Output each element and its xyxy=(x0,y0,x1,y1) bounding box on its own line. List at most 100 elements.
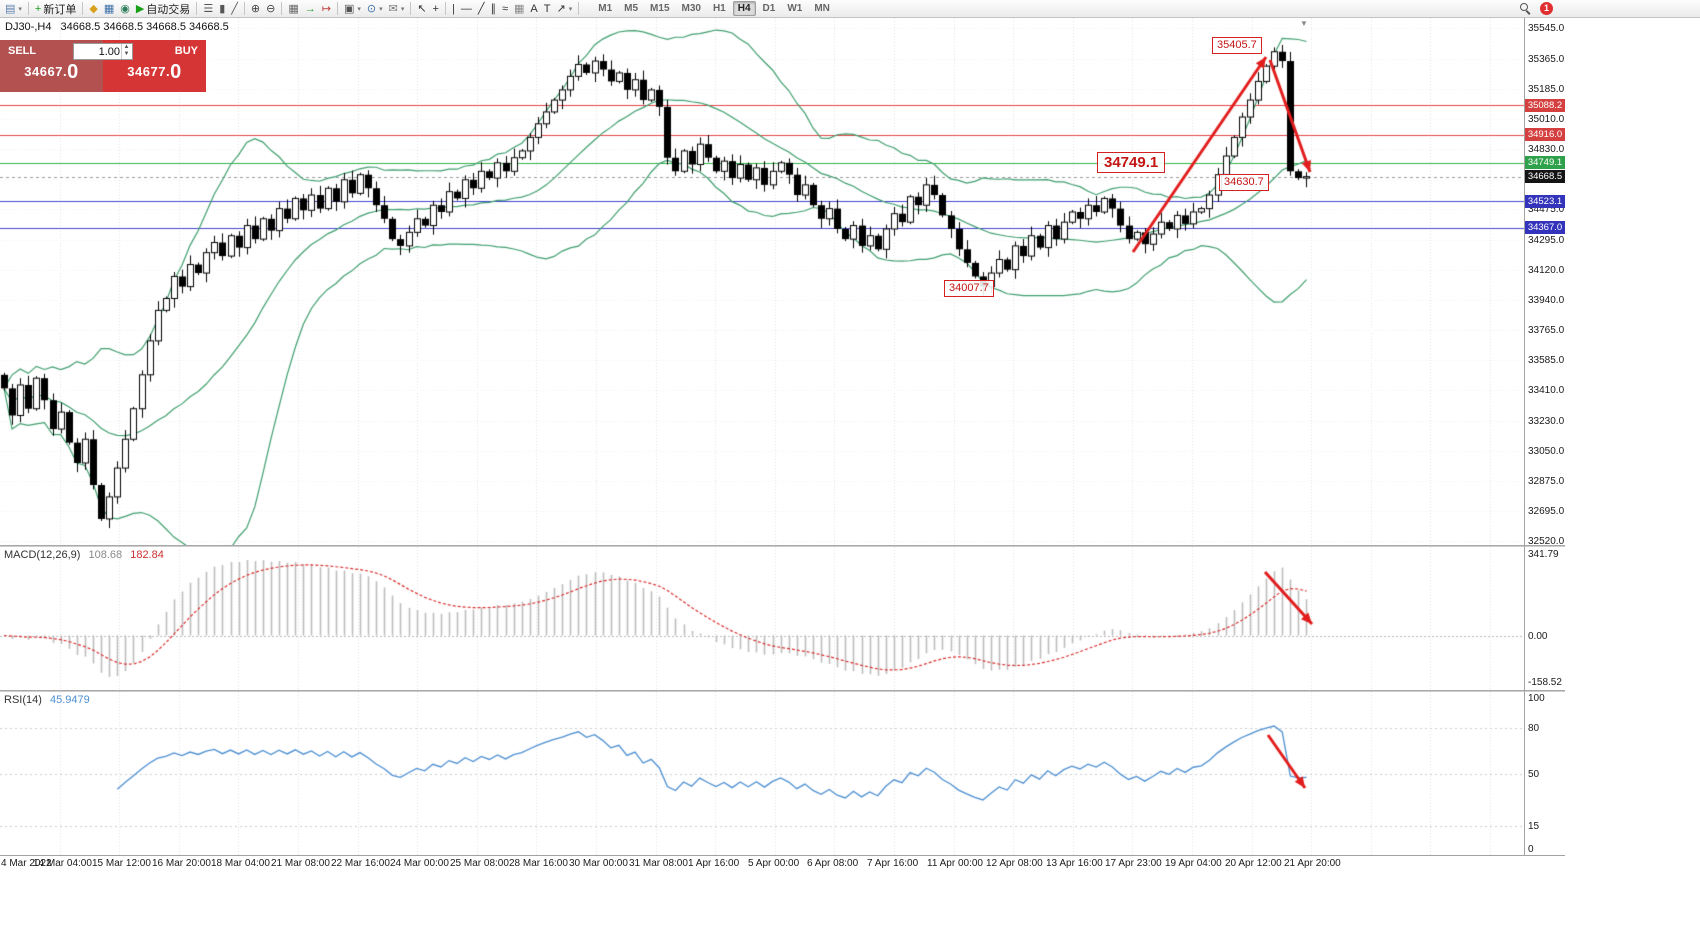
grid-icon[interactable]: ▦ xyxy=(511,1,527,17)
timeframe-H1[interactable]: H1 xyxy=(712,3,726,14)
time-axis-label: 7 Apr 16:00 xyxy=(867,858,919,869)
rsi-name: RSI(14) xyxy=(4,694,42,706)
time-axis-label: 20 Apr 12:00 xyxy=(1225,858,1282,869)
timeframe-buttons: M1 M5 M15 M30 H1 H4 D1 W1 MN xyxy=(592,0,836,18)
toolbar-buttons: ▤ ▾ + 新订单 ◆ ▦ ◉ ▶ 自动交易 ☰ ▮ ╱ ⊕ ⊖ ▦ → ↦ ▣ ▾ ⊙ ▾ ✉ ▾ ↖ + | — ╱ ∥ ≈ ▦ A T ↗ ▾ xyxy=(2,0,582,18)
template-icon[interactable]: ✉ ▾ xyxy=(386,1,408,17)
pane-splitter-macd[interactable] xyxy=(0,545,1565,547)
macd-indicator-canvas[interactable] xyxy=(0,547,1524,690)
dropdown-caret-icon[interactable]: ▾ xyxy=(18,5,22,13)
fibonacci-icon[interactable]: ≈ xyxy=(499,1,511,17)
horizontal-line-icon[interactable]: — xyxy=(458,1,475,17)
timeframe-M1[interactable]: M1 xyxy=(598,3,613,14)
auto-scroll-icon[interactable]: → xyxy=(302,1,319,17)
search-icon[interactable] xyxy=(1520,3,1532,15)
time-axis-label: 21 Apr 20:00 xyxy=(1284,858,1341,869)
volume-input[interactable]: 1.00 ▲ ▼ xyxy=(73,43,133,60)
autotrade-button[interactable]: ▶ 自动交易 xyxy=(133,1,193,17)
new-order-button: + xyxy=(34,2,42,15)
timeframe-H4[interactable]: H4 xyxy=(732,1,756,16)
macd-main-value: 108.68 xyxy=(88,549,123,561)
label-icon[interactable]: T xyxy=(541,1,554,17)
tile-windows-icon[interactable]: ▦ xyxy=(285,1,301,17)
price-scale-label: 35545.0 xyxy=(1528,23,1565,34)
chart-window-icon[interactable]: ▤ ▾ xyxy=(2,1,25,17)
new-order-button[interactable]: + 新订单 xyxy=(32,1,79,17)
text-icon[interactable]: A xyxy=(527,1,540,17)
timeframe-M5[interactable]: M5 xyxy=(624,3,639,14)
chart-shift-marker[interactable]: ▼ xyxy=(1300,19,1308,28)
price-scale-label: 35010.0 xyxy=(1528,113,1565,125)
horizontal-line-icon: — xyxy=(460,2,472,15)
cursor-icon[interactable]: ↖ xyxy=(414,1,429,17)
annotation-swing-low[interactable]: 34007.7 xyxy=(944,280,994,297)
navigator-icon[interactable]: ◉ xyxy=(117,1,133,17)
zoom-in-icon[interactable]: ⊕ xyxy=(248,1,263,17)
period-icon[interactable]: ⊙ ▾ xyxy=(364,1,386,17)
dropdown-caret-icon[interactable]: ▾ xyxy=(357,5,361,13)
crosshair-icon[interactable]: + xyxy=(430,1,442,17)
arrows-icon[interactable]: ↗ ▾ xyxy=(554,1,576,17)
price-scale-label: 32695.0 xyxy=(1528,506,1565,518)
dropdown-caret-icon[interactable]: ▾ xyxy=(400,5,405,13)
zoom-out-icon[interactable]: ⊖ xyxy=(263,1,278,17)
timeframe-D1[interactable]: D1 xyxy=(762,3,776,14)
rsi-value: 45.9479 xyxy=(49,694,90,706)
bar-chart-icon[interactable]: ☰ xyxy=(200,1,216,17)
pane-splitter-rsi[interactable] xyxy=(0,690,1565,692)
vertical-line-icon[interactable]: | xyxy=(449,1,458,17)
rsi-indicator-canvas[interactable] xyxy=(0,692,1524,855)
channel-icon: ∥ xyxy=(490,2,496,15)
volume-spinner[interactable]: ▲ ▼ xyxy=(121,44,131,59)
rsi-scale-label: 100 xyxy=(1528,693,1545,704)
new-chart-icon[interactable]: ▣ ▾ xyxy=(341,1,364,17)
price-axis-border xyxy=(1524,18,1525,855)
time-axis-label: 22 Mar 16:00 xyxy=(331,858,390,869)
rsi-scale-label: 50 xyxy=(1528,768,1540,780)
price-tag-blue: 34523.1 xyxy=(1525,194,1565,208)
toolbar: ▤ ▾ + 新订单 ◆ ▦ ◉ ▶ 自动交易 ☰ ▮ ╱ ⊕ ⊖ ▦ → ↦ ▣ ▾ ⊙ ▾ ✉ ▾ ↖ + | — ╱ ∥ ≈ ▦ A T ↗ ▾… xyxy=(0,0,1700,18)
line-chart-icon: ╱ xyxy=(231,2,238,15)
price-scale-label: 34475.0 xyxy=(1528,204,1565,216)
dropdown-caret-icon[interactable]: ▾ xyxy=(379,5,383,13)
channel-icon[interactable]: ∥ xyxy=(487,1,499,17)
time-axis-label: 11 Apr 00:00 xyxy=(927,858,983,869)
favorites-icon[interactable]: ◆ xyxy=(86,1,100,17)
toolbar-separator xyxy=(27,2,29,15)
time-axis-label: 14 Mar 04:00 xyxy=(33,858,92,869)
timeframe-M30[interactable]: M30 xyxy=(681,3,701,14)
macd-scale-top: 341.79 xyxy=(1528,549,1559,560)
time-axis-label: 13 Apr 16:00 xyxy=(1046,858,1103,869)
timeframe-M15[interactable]: M15 xyxy=(650,3,670,14)
trendline-icon[interactable]: ╱ xyxy=(475,1,488,17)
market-watch-icon: ▦ xyxy=(103,2,115,15)
candlestick-chart-icon[interactable]: ▮ xyxy=(216,1,228,17)
chart-shift-icon[interactable]: ↦ xyxy=(319,1,334,17)
sell-price: 34667.0 xyxy=(24,61,79,83)
buy-label: BUY xyxy=(174,45,198,57)
price-scale-label: 33050.0 xyxy=(1528,446,1565,458)
timeframe-W1[interactable]: W1 xyxy=(787,3,803,14)
annotation-drop-low[interactable]: 34630.7 xyxy=(1219,174,1269,191)
line-chart-icon[interactable]: ╱ xyxy=(228,1,241,17)
notification-badge[interactable]: 1 xyxy=(1540,2,1553,15)
price-chart-canvas[interactable] xyxy=(0,18,1524,545)
annotation-swing-high[interactable]: 35405.7 xyxy=(1212,37,1262,54)
toolbar-separator xyxy=(410,2,412,15)
price-scale-label: 32875.0 xyxy=(1528,475,1565,487)
auto-scroll-icon: → xyxy=(304,2,316,15)
time-axis-label: 6 Apr 08:00 xyxy=(807,858,859,869)
price-tag-red: 35088.2 xyxy=(1525,98,1565,112)
timeframe-MN[interactable]: MN xyxy=(814,3,830,14)
market-watch-icon[interactable]: ▦ xyxy=(101,1,117,17)
time-axis-label: 4 Mar 2022 xyxy=(1,858,52,869)
annotation-pivot-level[interactable]: 34749.1 xyxy=(1097,152,1166,173)
time-axis-label: 19 Apr 04:00 xyxy=(1165,858,1222,869)
new-chart-icon: ▣ xyxy=(343,2,355,15)
toolbar-separator xyxy=(82,2,84,15)
one-click-trading-panel: SELL 34667.0 BUY 34677.0 1.00 ▲ ▼ xyxy=(0,40,206,92)
dropdown-caret-icon[interactable]: ▾ xyxy=(568,5,573,13)
macd-label: MACD(12,26,9) 108.68 182.84 xyxy=(4,549,164,561)
volume-value: 1.00 xyxy=(98,45,120,58)
vertical-line-icon: | xyxy=(451,2,455,15)
